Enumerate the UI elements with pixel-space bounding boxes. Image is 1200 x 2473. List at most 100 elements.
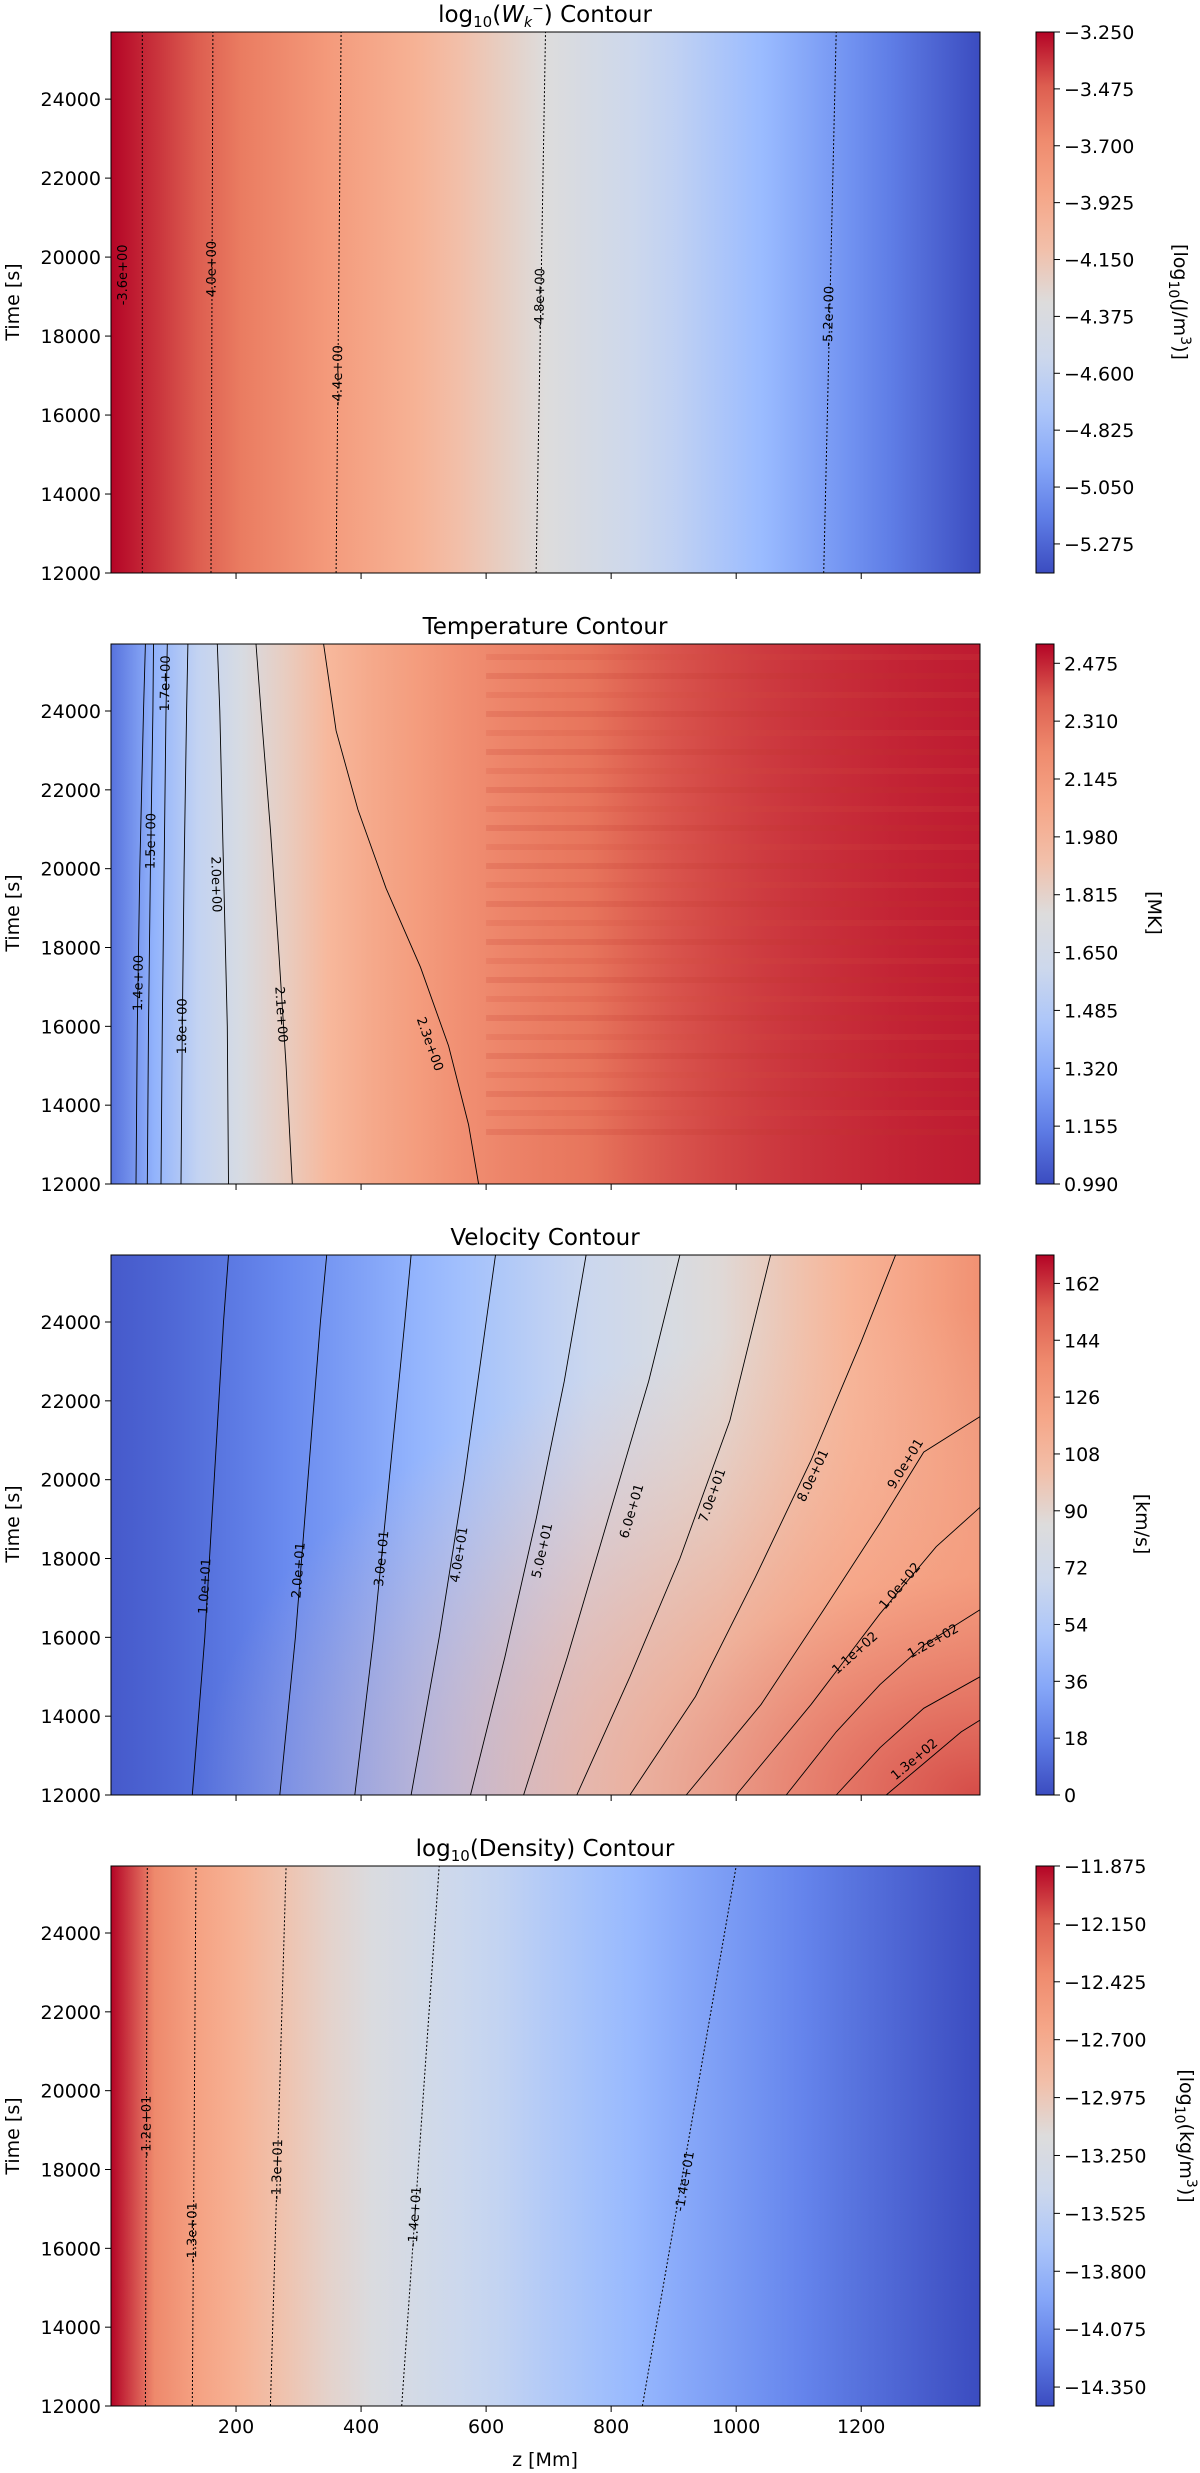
colorbar-tick-label: 36 bbox=[1064, 1671, 1088, 1693]
contour-label: 4.0e+00 bbox=[205, 241, 220, 297]
contour-line bbox=[410, 1254, 496, 1796]
panel-title: Velocity Contour bbox=[450, 1225, 640, 1251]
y-tick-label: 18000 bbox=[41, 2160, 101, 2182]
heatmap-band bbox=[486, 920, 980, 926]
y-tick-label: 16000 bbox=[41, 1016, 101, 1038]
contour-label: 2.1e+00 bbox=[271, 986, 289, 1043]
contour-line bbox=[160, 643, 168, 1185]
x-tick-label: 400 bbox=[343, 2416, 379, 2438]
heatmap-band bbox=[486, 1015, 980, 1021]
heatmap-band bbox=[486, 1034, 980, 1040]
colorbar-frame bbox=[1035, 1865, 1055, 2407]
colorbar bbox=[1036, 644, 1054, 1184]
y-tick-label: 22000 bbox=[41, 168, 101, 190]
colorbar-tick-label: −4.600 bbox=[1064, 363, 1134, 385]
contour-line bbox=[255, 643, 293, 1185]
x-axis-label: z [Mm] bbox=[512, 2449, 578, 2471]
colorbar-tick-label: −13.800 bbox=[1064, 2261, 1146, 2283]
colorbar-frame bbox=[1035, 31, 1055, 574]
heatmap-band bbox=[486, 1091, 980, 1097]
colorbar-tick-label: −4.825 bbox=[1064, 420, 1134, 442]
contour-line bbox=[323, 643, 480, 1185]
y-tick-label: 12000 bbox=[41, 1785, 101, 1807]
colorbar bbox=[1036, 1866, 1054, 2406]
contour-line bbox=[279, 1254, 328, 1796]
panel-velocity: Velocity Contour 1.0e+01 2.0e+01 3.0e+01 4.… bbox=[2, 1225, 1153, 1807]
colorbar-tick-label: 90 bbox=[1064, 1501, 1088, 1523]
colorbar-tick-label: 0.990 bbox=[1064, 1174, 1118, 1196]
heatmap-band bbox=[486, 673, 980, 679]
y-axis-label: Time [s] bbox=[2, 1485, 24, 1563]
heatmap-band bbox=[486, 863, 980, 869]
contour-label: 1.7e+00 bbox=[158, 655, 174, 711]
colorbar-tick-label: 108 bbox=[1064, 1444, 1100, 1466]
y-tick-label: 12000 bbox=[41, 1174, 101, 1196]
colorbar-tick-label: −5.050 bbox=[1064, 477, 1134, 499]
colorbar-frame bbox=[1035, 1254, 1055, 1796]
colorbar-tick-label: 54 bbox=[1064, 1614, 1088, 1636]
y-tick-label: 18000 bbox=[41, 938, 101, 960]
y-tick-label: 14000 bbox=[41, 484, 101, 506]
colorbar-tick-label: 1.650 bbox=[1064, 943, 1118, 965]
heatmap-band bbox=[486, 768, 980, 774]
contour-line bbox=[523, 1254, 681, 1796]
heatmap-band bbox=[486, 939, 980, 945]
heatmap-band bbox=[486, 825, 980, 831]
colorbar-label: [log10(J/m3)] bbox=[1165, 244, 1193, 360]
heatmap-band bbox=[486, 787, 980, 793]
colorbar-tick-label: −3.250 bbox=[1064, 22, 1134, 44]
y-tick-label: 22000 bbox=[41, 780, 101, 802]
heatmap-band bbox=[486, 730, 980, 736]
y-tick-label: 24000 bbox=[41, 1923, 101, 1945]
contour-line bbox=[180, 643, 189, 1185]
heatmap-band bbox=[486, 1129, 980, 1135]
y-axis-label: Time [s] bbox=[2, 263, 24, 341]
colorbar-tick-label: −13.525 bbox=[1064, 2203, 1146, 2225]
colorbar-tick-label: −5.275 bbox=[1064, 534, 1134, 556]
colorbar-tick-label: 2.310 bbox=[1064, 711, 1118, 733]
heatmap-hotspot bbox=[111, 1255, 980, 1795]
y-tick-label: 16000 bbox=[41, 405, 101, 427]
contour-label: -4.4e+00 bbox=[331, 345, 347, 406]
axes-frame bbox=[110, 1865, 981, 2407]
contour-label: -5.2e+00 bbox=[821, 286, 837, 347]
heatmap-band bbox=[486, 901, 980, 907]
y-tick-label: 20000 bbox=[41, 2081, 101, 2103]
x-tick-label: 1200 bbox=[837, 2416, 885, 2438]
y-tick-label: 20000 bbox=[41, 247, 101, 269]
y-axis-label: Time [s] bbox=[2, 2097, 24, 2175]
contour-label: 1.0e+01 bbox=[196, 1558, 214, 1615]
colorbar-tick-label: −3.475 bbox=[1064, 79, 1134, 101]
y-tick-label: 22000 bbox=[41, 2002, 101, 2024]
panel-temperature: Temperature Contour 1.4e+00 1.5e+00 1.7e+0… bbox=[2, 614, 1165, 1196]
heatmap-band bbox=[486, 977, 980, 983]
heatmap-band bbox=[486, 749, 980, 755]
contour-line bbox=[576, 1254, 772, 1796]
y-tick-label: 16000 bbox=[41, 2238, 101, 2260]
panel-density: log10(Density) Contour -1.2e+01 -1.3e+01 -… bbox=[2, 1836, 1199, 2471]
x-tick-label: 800 bbox=[593, 2416, 629, 2438]
heatmap-band bbox=[486, 692, 980, 698]
colorbar-tick-label: 72 bbox=[1064, 1558, 1088, 1580]
y-tick-label: 14000 bbox=[41, 2317, 101, 2339]
contour-label: 1.4e+00 bbox=[131, 955, 147, 1011]
colorbar-tick-label: 1.485 bbox=[1064, 1000, 1118, 1022]
contour-line bbox=[641, 1865, 737, 2407]
axes-frame bbox=[110, 643, 981, 1185]
colorbar-tick-label: −3.700 bbox=[1064, 136, 1134, 158]
colorbar-tick-label: 1.155 bbox=[1064, 1116, 1118, 1138]
heatmap-band bbox=[486, 1053, 980, 1059]
contour-label: -1.4e+01 bbox=[406, 2186, 425, 2248]
heatmap-band bbox=[486, 882, 980, 888]
colorbar-tick-label: 1.980 bbox=[1064, 827, 1118, 849]
panel-title: log10(Density) Contour bbox=[416, 1836, 675, 1865]
contour-label: -3.6e+00 bbox=[116, 244, 131, 305]
x-tick-label: 200 bbox=[218, 2416, 254, 2438]
contour-line bbox=[216, 643, 229, 1185]
heatmap-band bbox=[486, 996, 980, 1002]
heatmap-field bbox=[111, 32, 980, 573]
contour-line bbox=[191, 1254, 229, 1796]
colorbar-tick-label: −11.875 bbox=[1064, 1856, 1146, 1878]
y-tick-label: 12000 bbox=[41, 563, 101, 585]
contour-line bbox=[735, 1506, 981, 1796]
